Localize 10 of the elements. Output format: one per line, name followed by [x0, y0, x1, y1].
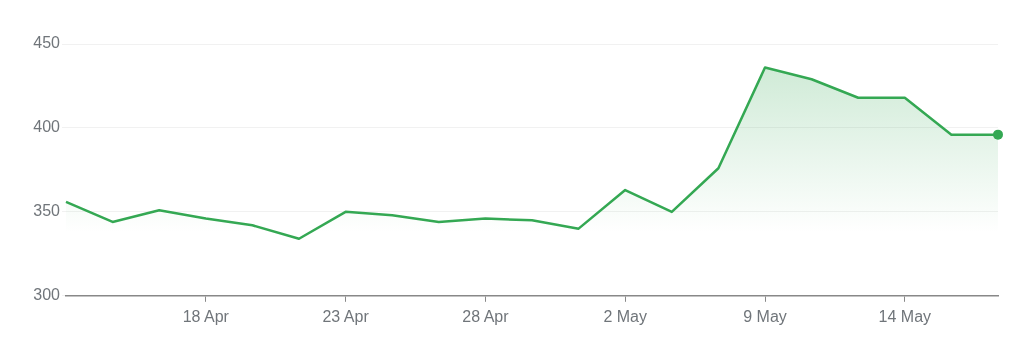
y-tick-label: 450	[33, 34, 61, 52]
y-tick-label: 400	[33, 118, 61, 136]
x-tick-label: 18 Apr	[182, 307, 230, 325]
x-tick-label: 14 May	[878, 307, 932, 325]
y-tick-label: 350	[33, 202, 61, 220]
y-tick-label: 300	[33, 286, 61, 304]
x-tick-label: 23 Apr	[322, 307, 370, 325]
x-tick-label: 9 May	[743, 307, 787, 325]
x-tick-label: 28 Apr	[462, 307, 510, 325]
x-tick-label: 2 May	[603, 307, 647, 325]
